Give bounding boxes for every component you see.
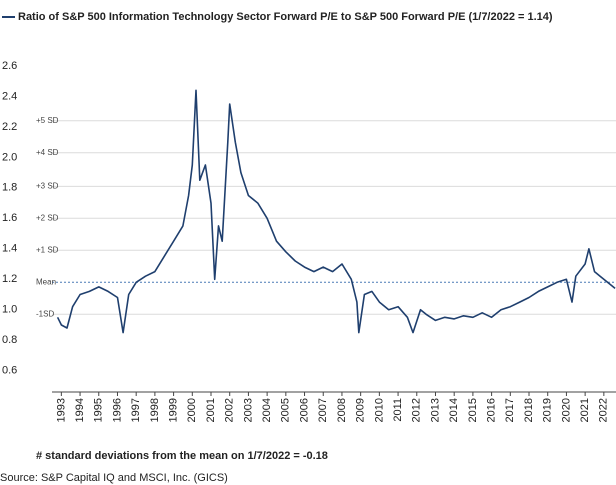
reference-label: +4 SD	[36, 148, 59, 157]
data-line	[56, 89, 616, 334]
x-tick-label: 2016	[486, 398, 498, 422]
annotation: # standard deviations from the mean on 1…	[36, 450, 328, 462]
x-tick-label: 2002	[224, 398, 236, 422]
x-tick-label: 2010	[373, 398, 385, 422]
x-tick-label: 2003	[242, 398, 254, 422]
x-tick-label: 2005	[280, 398, 292, 422]
y-tick-label: 1.2	[2, 273, 17, 285]
x-tick-label: 2013	[429, 398, 441, 422]
x-tick-label: 2004	[261, 398, 273, 422]
x-tick-label: 2008	[336, 398, 348, 422]
y-tick-label: 1.6	[2, 212, 17, 224]
y-tick-label: 0.8	[2, 334, 17, 346]
x-tick-label: 2017	[504, 398, 516, 422]
x-tick-label: 2022	[598, 398, 610, 422]
x-tick-label: 1995	[93, 398, 105, 422]
reference-label: Mean	[36, 277, 56, 286]
x-tick-label: 2011	[392, 398, 404, 422]
reference-label: +3 SD	[36, 181, 59, 190]
reference-label: +5 SD	[36, 116, 59, 125]
reference-label: +2 SD	[36, 213, 59, 222]
x-tick-label: 2021	[579, 398, 591, 422]
y-tick-label: 2.0	[2, 151, 17, 163]
x-tick-label: 2019	[542, 398, 554, 422]
y-tick-label: 2.4	[2, 90, 17, 102]
x-tick-label: 2001	[205, 398, 217, 422]
x-tick-label: 2014	[448, 398, 460, 422]
legend-label: Ratio of S&P 500 Information Technology …	[18, 11, 553, 23]
x-tick-label: 1998	[149, 398, 161, 422]
x-tick-label: 1996	[111, 398, 123, 422]
x-tick-label: 1993	[55, 398, 67, 422]
x-tick-label: 2000	[186, 398, 198, 422]
y-tick-label: 1.0	[2, 304, 17, 316]
x-tick-label: 1994	[74, 398, 86, 422]
reference-label: +1 SD	[36, 245, 59, 254]
x-tick-label: 2007	[317, 398, 329, 422]
source: Source: S&P Capital IQ and MSCI, Inc. (G…	[0, 472, 228, 484]
y-tick-label: 2.2	[2, 121, 17, 133]
y-tick-label: 1.4	[2, 243, 17, 255]
x-tick-label: 2012	[411, 398, 423, 422]
x-tick-label: 2020	[560, 398, 572, 422]
x-tick-label: 2015	[467, 398, 479, 422]
y-tick-label: 2.6	[2, 60, 17, 72]
x-tick-label: 2009	[355, 398, 367, 422]
y-tick-label: 0.6	[2, 365, 17, 377]
x-tick-label: 2018	[523, 398, 535, 422]
y-tick-label: 1.8	[2, 182, 17, 194]
x-tick-label: 1999	[167, 398, 179, 422]
x-tick-label: 1997	[130, 398, 142, 422]
x-tick-label: 2006	[298, 398, 310, 422]
reference-label: -1SD	[36, 309, 54, 318]
